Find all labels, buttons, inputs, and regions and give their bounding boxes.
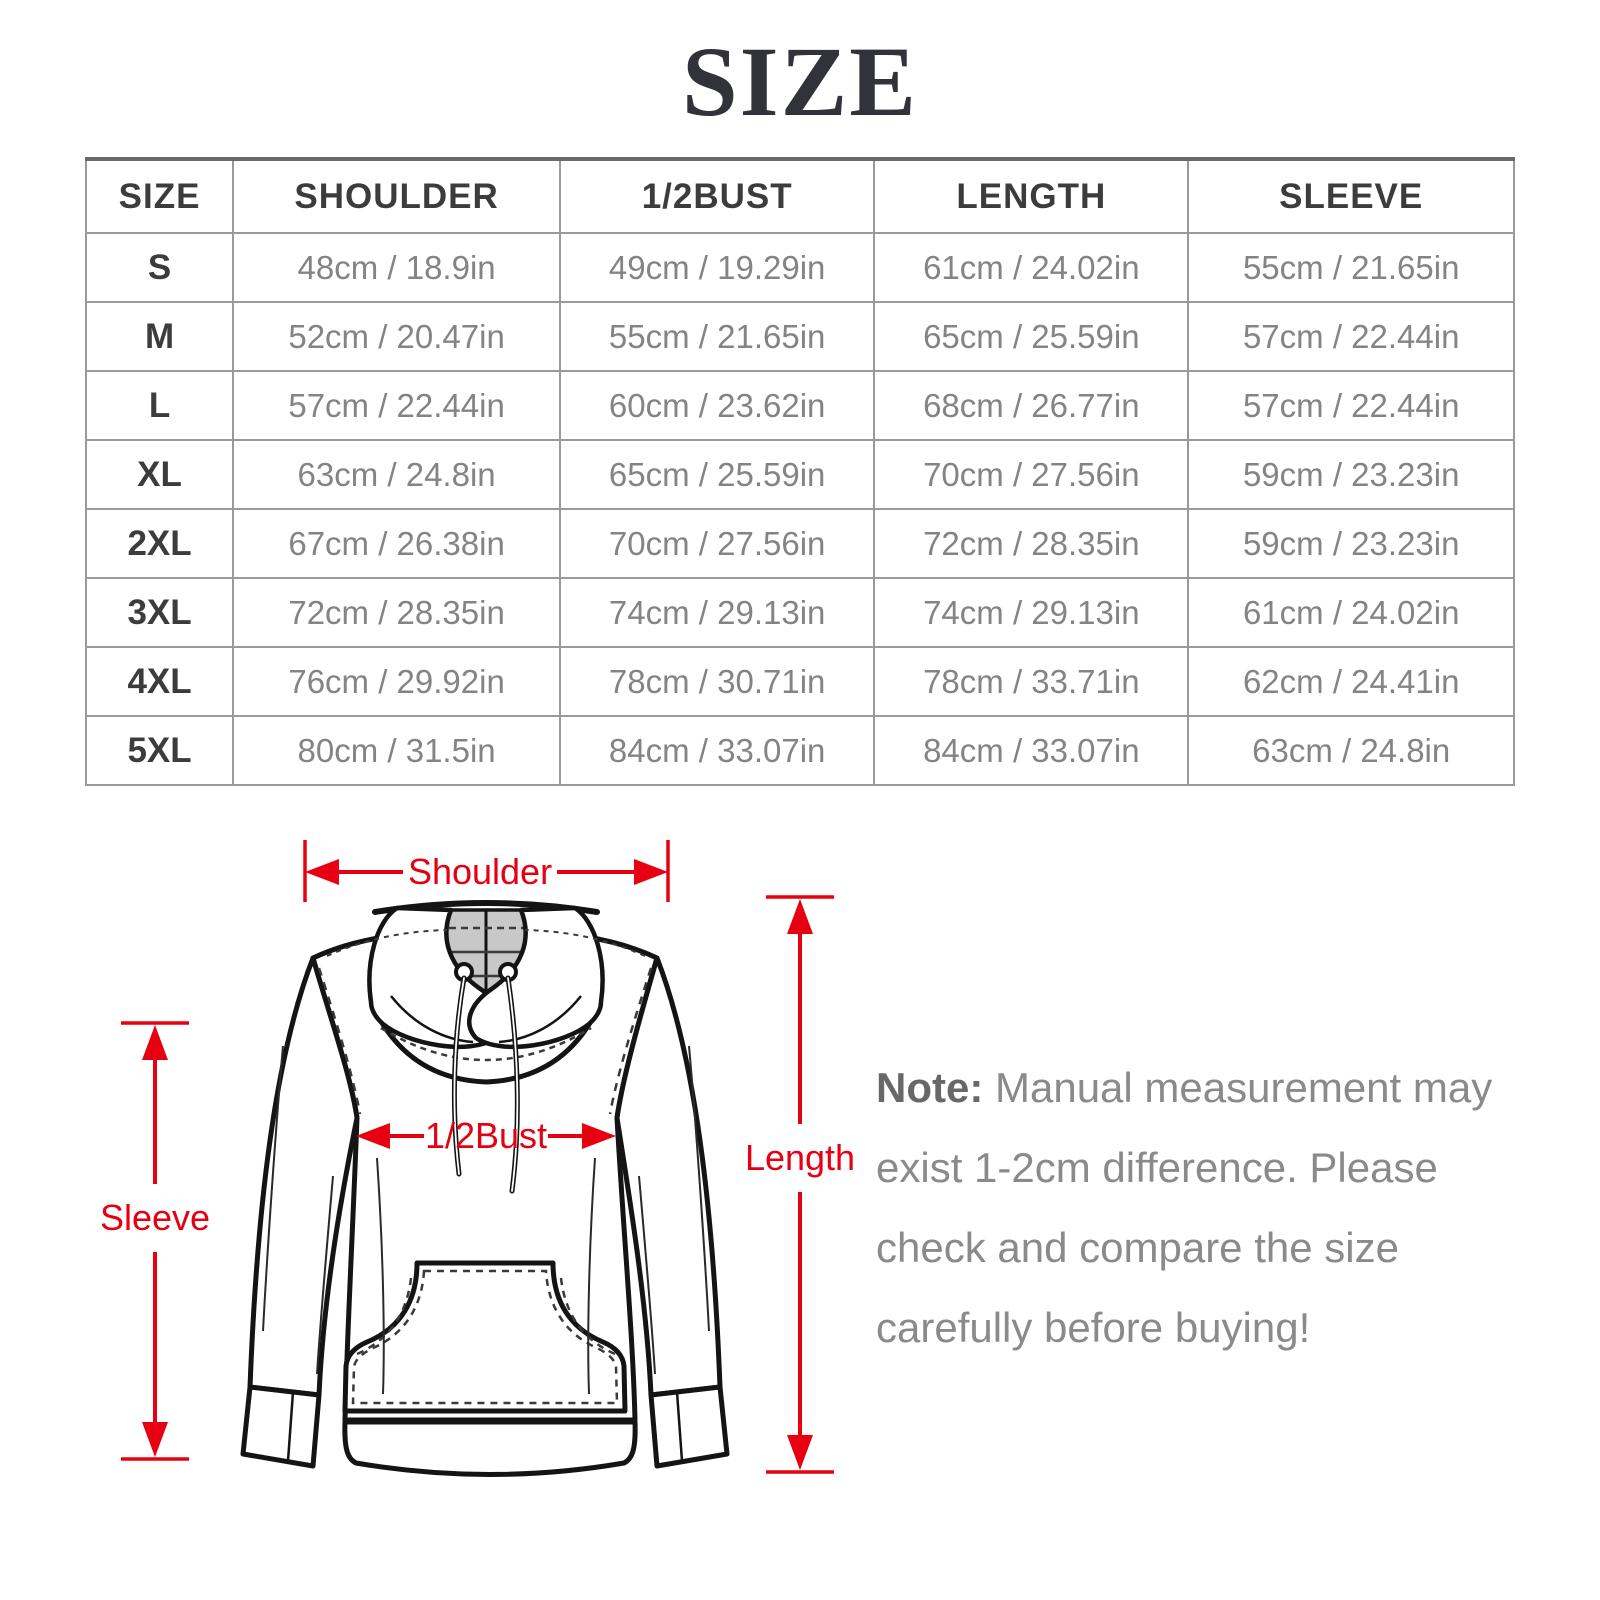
hoodie-sleeve-left <box>247 955 360 1398</box>
bust-cell: 84cm / 33.07in <box>559 715 876 786</box>
shoulder-cell: 72cm / 28.35in <box>232 577 562 648</box>
bust-cell: 49cm / 19.29in <box>559 232 876 303</box>
sleeve-cell: 62cm / 24.41in <box>1187 646 1515 717</box>
table-row: S 48cm / 18.9in 49cm / 19.29in 61cm / 24… <box>84 232 1515 303</box>
length-cell: 72cm / 28.35in <box>873 508 1190 579</box>
shoulder-cell: 67cm / 26.38in <box>232 508 562 579</box>
table-row: M 52cm / 20.47in 55cm / 21.65in 65cm / 2… <box>84 301 1515 372</box>
table-row: 2XL 67cm / 26.38in 70cm / 27.56in 72cm /… <box>84 508 1515 579</box>
col-header-size: SIZE <box>84 158 235 234</box>
length-cell: 68cm / 26.77in <box>873 370 1190 441</box>
length-cell: 78cm / 33.71in <box>873 646 1190 717</box>
bust-cell: 70cm / 27.56in <box>559 508 876 579</box>
shoulder-cell: 48cm / 18.9in <box>232 232 562 303</box>
table-row: XL 63cm / 24.8in 65cm / 25.59in 70cm / 2… <box>84 439 1515 510</box>
size-cell: S <box>84 232 235 303</box>
sleeve-cell: 55cm / 21.65in <box>1187 232 1515 303</box>
note-label: Note: <box>876 1064 984 1111</box>
length-cell: 84cm / 33.07in <box>873 715 1190 786</box>
bust-cell: 55cm / 21.65in <box>559 301 876 372</box>
length-dimension-label: Length <box>744 1137 856 1178</box>
sleeve-cell: 59cm / 23.23in <box>1187 508 1515 579</box>
sleeve-cell: 57cm / 22.44in <box>1187 370 1515 441</box>
page-title: SIZE <box>682 26 918 137</box>
hood-collar <box>367 905 605 1050</box>
shoulder-cell: 80cm / 31.5in <box>232 715 562 786</box>
size-cell: 4XL <box>84 646 235 717</box>
table-header-row: SIZE SHOULDER 1/2BUST LENGTH SLEEVE <box>84 158 1515 234</box>
size-table: SIZE SHOULDER 1/2BUST LENGTH SLEEVE S 48… <box>84 157 1515 786</box>
hoodie-cuff-left <box>240 1384 322 1469</box>
size-cell: M <box>84 301 235 372</box>
table-row: L 57cm / 22.44in 60cm / 23.62in 68cm / 2… <box>84 370 1515 441</box>
table-row: 5XL 80cm / 31.5in 84cm / 33.07in 84cm / … <box>84 715 1515 786</box>
shoulder-dimension-label: Shoulder <box>407 851 553 892</box>
table-row: 3XL 72cm / 28.35in 74cm / 29.13in 74cm /… <box>84 577 1515 648</box>
hoodie-hem <box>342 1419 638 1477</box>
size-cell: 2XL <box>84 508 235 579</box>
shoulder-cell: 63cm / 24.8in <box>232 439 562 510</box>
col-header-shoulder: SHOULDER <box>232 158 562 234</box>
shoulder-cell: 57cm / 22.44in <box>232 370 562 441</box>
bust-dimension: 1/2Bust <box>348 1106 628 1164</box>
sleeve-dimension: Sleeve <box>95 1008 215 1468</box>
sleeve-cell: 61cm / 24.02in <box>1187 577 1515 648</box>
bust-cell: 78cm / 30.71in <box>559 646 876 717</box>
sleeve-cell: 59cm / 23.23in <box>1187 439 1515 510</box>
table-row: 4XL 76cm / 29.92in 78cm / 30.71in 78cm /… <box>84 646 1515 717</box>
col-header-length: LENGTH <box>873 158 1190 234</box>
size-cell: L <box>84 370 235 441</box>
length-dimension: Length <box>745 882 855 1482</box>
measurement-note: Note: Manual measurement may exist 1-2cm… <box>876 1048 1496 1368</box>
length-cell: 65cm / 25.59in <box>873 301 1190 372</box>
bust-cell: 74cm / 29.13in <box>559 577 876 648</box>
note-text: Manual measurement may exist 1-2cm diffe… <box>876 1064 1493 1351</box>
sleeve-cell: 63cm / 24.8in <box>1187 715 1515 786</box>
shoulder-dimension: Shoulder <box>285 828 685 913</box>
sleeve-dimension-label: Sleeve <box>99 1197 211 1238</box>
length-cell: 61cm / 24.02in <box>873 232 1190 303</box>
col-header-sleeve: SLEEVE <box>1187 158 1515 234</box>
length-cell: 70cm / 27.56in <box>873 439 1190 510</box>
col-header-bust: 1/2BUST <box>559 158 876 234</box>
hoodie-cuff-right <box>648 1384 730 1469</box>
size-cell: XL <box>84 439 235 510</box>
bust-cell: 60cm / 23.62in <box>559 370 876 441</box>
bust-dimension-label: 1/2Bust <box>424 1115 548 1156</box>
sleeve-cell: 57cm / 22.44in <box>1187 301 1515 372</box>
size-cell: 5XL <box>84 715 235 786</box>
shoulder-cell: 52cm / 20.47in <box>232 301 562 372</box>
bust-cell: 65cm / 25.59in <box>559 439 876 510</box>
shoulder-cell: 76cm / 29.92in <box>232 646 562 717</box>
hoodie-diagram <box>240 900 730 1477</box>
length-cell: 74cm / 29.13in <box>873 577 1190 648</box>
size-cell: 3XL <box>84 577 235 648</box>
hoodie-pocket <box>342 1260 628 1414</box>
